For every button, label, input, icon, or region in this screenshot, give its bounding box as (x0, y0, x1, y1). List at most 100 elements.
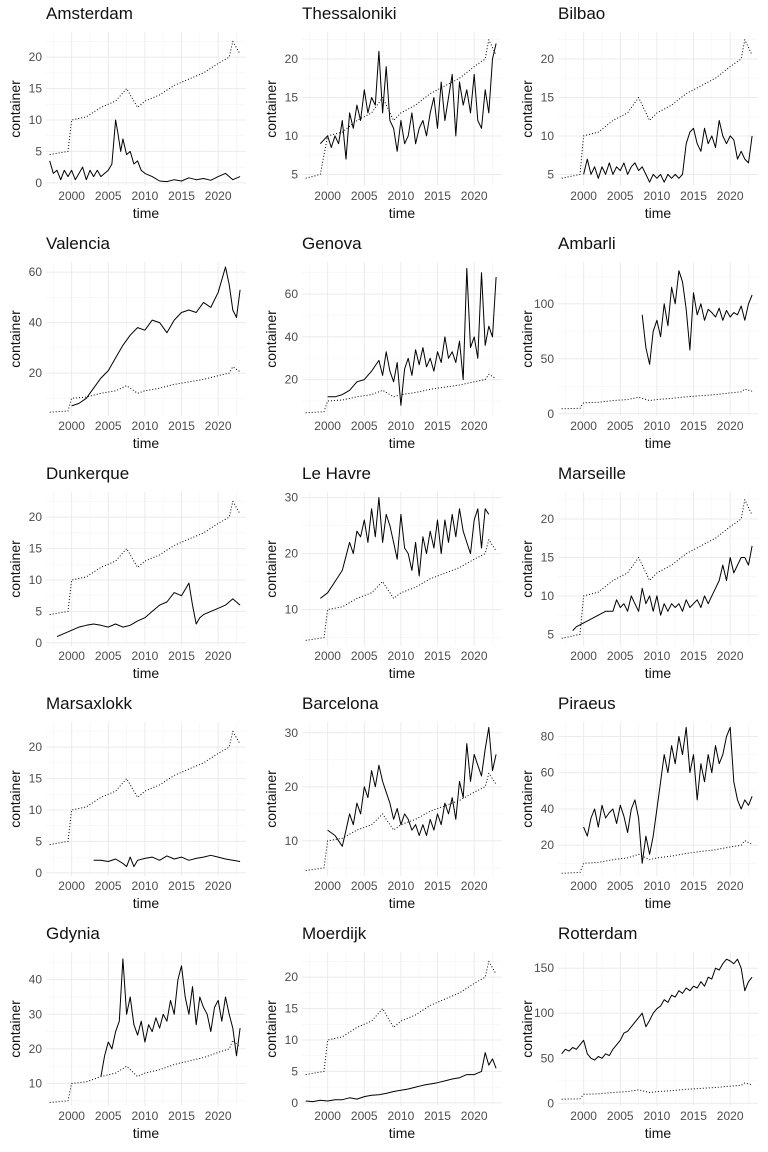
y-axis-label: container (519, 540, 535, 598)
panel-title: Dunkerque (46, 464, 130, 483)
panel-title: Le Havre (302, 464, 371, 483)
series-line-solid (305, 1052, 497, 1103)
y-axis-label: container (7, 540, 23, 598)
x-tick-label: 2020 (461, 189, 488, 203)
x-tick-label: 2005 (351, 419, 378, 433)
x-tick-label: 2005 (95, 649, 122, 663)
panel-title: Genova (302, 234, 362, 253)
y-tick-label: 0 (291, 1096, 298, 1110)
y-tick-label: 30 (285, 726, 299, 740)
panel-valencia: Valencia 2000 2005 2010 2015 2020 20 40 60 time co… (0, 230, 256, 460)
x-tick-label: 2005 (607, 419, 634, 433)
panel-title: Bilbao (558, 4, 606, 23)
panel-title: Thessaloniki (302, 4, 397, 23)
series-line-dotted (49, 500, 241, 616)
x-tick-label: 2015 (424, 1109, 451, 1123)
y-tick-label: 60 (541, 766, 555, 780)
x-tick-label: 2015 (424, 879, 451, 893)
series-line-dotted (305, 39, 497, 179)
x-tick-label: 2005 (607, 189, 634, 203)
x-tick-label: 2010 (388, 419, 415, 433)
y-tick-label: 80 (541, 729, 555, 743)
y-axis-label: container (263, 1000, 279, 1058)
panel-plot: 2000 2005 2010 2015 2020 5 10 15 20 time container (519, 492, 758, 681)
x-tick-label: 2005 (607, 1109, 634, 1123)
x-tick-label: 2020 (205, 419, 232, 433)
series-line-dotted (49, 730, 241, 846)
y-tick-label: 20 (29, 50, 43, 64)
panel-title: Ambarli (558, 234, 616, 253)
y-tick-label: 60 (29, 265, 43, 279)
y-axis-label: container (519, 770, 535, 828)
y-tick-label: 20 (29, 740, 43, 754)
panel-bilbao: Bilbao 2000 2005 2010 2015 2020 5 10 15 20 time con… (512, 0, 768, 230)
series-line-dotted (49, 1039, 241, 1103)
x-tick-label: 2000 (58, 879, 85, 893)
series-line-dotted (305, 960, 497, 1076)
y-tick-label: 20 (29, 366, 43, 380)
x-tick-label: 2005 (351, 879, 378, 893)
x-tick-label: 2015 (168, 189, 195, 203)
x-tick-label: 2020 (717, 1109, 744, 1123)
x-tick-label: 2000 (570, 419, 597, 433)
series-line-dotted (305, 373, 497, 414)
y-tick-label: 20 (285, 970, 299, 984)
x-tick-label: 2015 (424, 649, 451, 663)
y-tick-label: 10 (285, 129, 299, 143)
y-tick-label: 5 (35, 144, 42, 158)
panel-plot: 2000 2005 2010 2015 2020 10 20 30 40 time containe… (7, 952, 246, 1141)
x-axis-label: time (389, 895, 416, 911)
y-tick-label: 20 (29, 1042, 43, 1056)
panel-barcelona: Barcelona 2000 2005 2010 2015 2020 10 20 30 time c… (256, 690, 512, 920)
y-axis-label: container (519, 310, 535, 368)
y-tick-label: 10 (285, 603, 299, 617)
x-tick-label: 2000 (570, 879, 597, 893)
series-line-dotted (561, 1082, 753, 1100)
x-tick-label: 2015 (424, 419, 451, 433)
x-tick-label: 2000 (314, 419, 341, 433)
x-tick-label: 2015 (680, 1109, 707, 1123)
x-tick-label: 2010 (388, 649, 415, 663)
y-tick-label: 20 (541, 838, 555, 852)
y-tick-label: 60 (285, 287, 299, 301)
y-tick-label: 20 (285, 547, 299, 561)
y-tick-label: 10 (285, 834, 299, 848)
x-tick-label: 2005 (351, 189, 378, 203)
panel-plot: 2000 2005 2010 2015 2020 10 20 30 time container (263, 722, 502, 911)
y-axis-label: container (263, 540, 279, 598)
series-line-solid (583, 120, 753, 183)
panel-plot: 2000 2005 2010 2015 2020 0 5 10 15 20 time containe… (263, 952, 502, 1141)
y-tick-label: 5 (547, 167, 554, 181)
x-axis-label: time (133, 665, 160, 681)
y-axis-label: container (263, 310, 279, 368)
x-tick-label: 2020 (205, 649, 232, 663)
panel-marseille: Marseille 2000 2005 2010 2015 2020 5 10 15 20 time… (512, 460, 768, 690)
y-tick-label: 40 (29, 973, 43, 987)
y-tick-label: 50 (541, 1051, 555, 1065)
x-axis-label: time (133, 205, 160, 221)
x-tick-label: 2010 (388, 1109, 415, 1123)
panel-amsterdam: Amsterdam 2000 2005 2010 2015 2020 0 5 10 15 20 tim… (0, 0, 256, 230)
x-axis-label: time (645, 205, 672, 221)
series-line-solid (49, 119, 241, 183)
series-line-solid (319, 43, 497, 160)
y-tick-label: 5 (35, 834, 42, 848)
panel-moerdijk: Moerdijk 2000 2005 2010 2015 2020 0 5 10 15 20 time… (256, 920, 512, 1150)
x-tick-label: 2010 (132, 1109, 159, 1123)
y-tick-label: 100 (534, 297, 554, 311)
y-tick-label: 5 (291, 1064, 298, 1078)
panel-title: Amsterdam (46, 4, 133, 23)
panel-rotterdam: Rotterdam 2000 2005 2010 2015 2020 0 50 100 150 ti… (512, 920, 768, 1150)
y-tick-label: 10 (541, 129, 555, 143)
y-tick-label: 15 (541, 550, 555, 564)
x-axis-label: time (389, 205, 416, 221)
y-tick-label: 20 (285, 373, 299, 387)
x-tick-label: 2020 (717, 419, 744, 433)
panel-title: Gdynia (46, 924, 100, 943)
panel-le-havre: Le Havre 2000 2005 2010 2015 2020 10 20 30 time co… (256, 460, 512, 690)
series-line-solid (327, 726, 497, 847)
y-tick-label: 20 (29, 510, 43, 524)
y-axis-label: container (7, 310, 23, 368)
panel-plot: 2000 2005 2010 2015 2020 0 5 10 15 20 time containe… (7, 722, 246, 911)
